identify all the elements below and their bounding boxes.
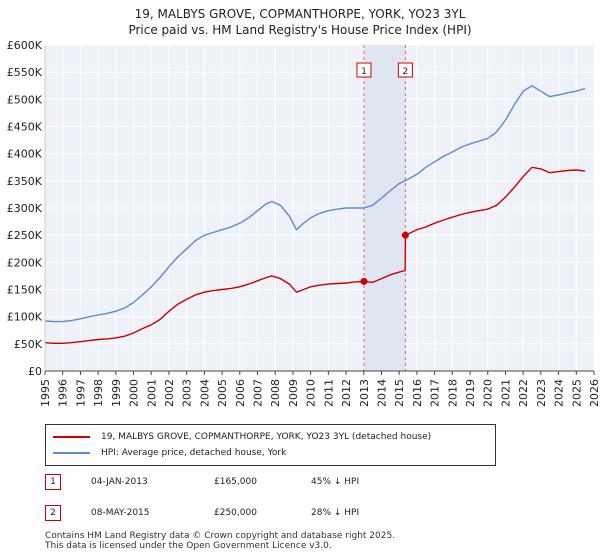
- y-tick-label: £150K: [7, 284, 43, 297]
- x-tick-label: 2005: [216, 379, 229, 407]
- x-tick-label: 2011: [322, 379, 335, 407]
- sale-point: [401, 231, 409, 239]
- legend-swatch-hpi: [53, 452, 90, 454]
- x-tick-label: 2001: [145, 379, 158, 407]
- y-tick-label: £200K: [7, 256, 43, 269]
- x-tick-label: 2000: [128, 379, 141, 407]
- x-tick-label: 2008: [269, 379, 282, 407]
- x-tick-label: 1998: [92, 379, 105, 407]
- x-tick-label: 1999: [110, 379, 123, 407]
- transaction-number-badge: 2: [45, 505, 61, 521]
- x-tick-label: 2021: [499, 379, 512, 407]
- table-row: 1 04-JAN-2013 £165,000 45% ↓ HPI: [45, 474, 465, 492]
- y-tick-label: £300K: [7, 202, 43, 215]
- sale-marker-box: [397, 62, 413, 78]
- x-tick-label: 2004: [198, 379, 211, 407]
- transaction-price: £250,000: [214, 508, 257, 518]
- x-tick-label: 2012: [340, 379, 353, 407]
- x-tick-label: 2009: [287, 379, 300, 407]
- transaction-number-badge: 1: [45, 474, 61, 490]
- x-tick-label: 2017: [429, 379, 442, 407]
- transaction-date: 04-JAN-2013: [91, 477, 148, 487]
- legend-swatch-property: [53, 436, 90, 438]
- legend-label-hpi: HPI: Average price, detached house, York: [101, 448, 287, 458]
- sale-point: [360, 277, 368, 285]
- sale-period-band: [363, 45, 406, 371]
- y-tick-label: £550K: [7, 66, 43, 79]
- legend-label-property: 19, MALBYS GROVE, COPMANTHORPE, YORK, YO…: [101, 432, 432, 442]
- chart-legend: 19, MALBYS GROVE, COPMANTHORPE, YORK, YO…: [45, 424, 496, 466]
- sale-marker-label: 1: [361, 67, 367, 77]
- x-tick-label: 2002: [163, 379, 176, 407]
- transaction-price: £165,000: [214, 477, 257, 487]
- x-tick-label: 2007: [252, 379, 265, 407]
- x-tick-label: 2018: [446, 379, 459, 407]
- x-tick-label: 1995: [39, 379, 52, 407]
- x-tick-label: 2019: [464, 379, 477, 407]
- x-tick-label: 2003: [181, 379, 194, 407]
- x-tick-label: 2013: [358, 379, 371, 407]
- footer-line-copyright: Contains HM Land Registry data © Crown c…: [45, 531, 396, 541]
- legend-item-property: 19, MALBYS GROVE, COPMANTHORPE, YORK, YO…: [53, 430, 431, 444]
- y-tick-label: £0: [28, 365, 42, 378]
- x-tick-label: 2024: [553, 379, 566, 407]
- legend-item-hpi: HPI: Average price, detached house, York: [53, 446, 286, 460]
- x-tick-label: 2025: [570, 379, 583, 407]
- x-tick-label: 2015: [393, 379, 406, 407]
- chart-subtitle: Price paid vs. HM Land Registry's House …: [128, 23, 472, 37]
- y-tick-label: £400K: [7, 148, 43, 161]
- x-tick-label: 1996: [57, 379, 70, 407]
- y-tick-label: £50K: [14, 338, 43, 351]
- sale-marker-label: 2: [403, 67, 409, 77]
- x-tick-label: 1997: [74, 379, 87, 407]
- x-tick-label: 2006: [234, 379, 247, 407]
- table-row: 2 08-MAY-2015 £250,000 28% ↓ HPI: [45, 505, 465, 523]
- chart-title: 19, MALBYS GROVE, COPMANTHORPE, YORK, YO…: [134, 7, 466, 21]
- price-chart: 1 2 £0 £50K £100K £150K £200K £250K £300K £350K £…: [7, 39, 600, 407]
- y-tick-label: £250K: [7, 229, 43, 242]
- y-tick-label: £350K: [7, 175, 43, 188]
- x-tick-label: 2016: [411, 379, 424, 407]
- transaction-hpi-diff: 28% ↓ HPI: [311, 508, 360, 518]
- y-tick-label: £500K: [7, 93, 43, 106]
- transaction-date: 08-MAY-2015: [91, 508, 150, 518]
- x-tick-label: 2014: [375, 379, 388, 407]
- property-price-line: [44, 166, 586, 344]
- x-tick-label: 2010: [305, 379, 318, 407]
- x-tick-label: 2023: [535, 379, 548, 407]
- y-tick-label: £450K: [7, 121, 43, 134]
- sale-marker-box: [356, 62, 372, 78]
- transaction-hpi-diff: 45% ↓ HPI: [311, 477, 360, 487]
- x-tick-label: 2022: [517, 379, 530, 407]
- y-tick-label: £100K: [7, 311, 43, 324]
- footer-attribution: Contains HM Land Registry data © Crown c…: [45, 531, 395, 551]
- x-tick-label: 2026: [588, 379, 600, 407]
- chart-title-block: 19, MALBYS GROVE, COPMANTHORPE, YORK, YO…: [0, 6, 600, 38]
- hpi-line: [44, 85, 586, 323]
- footer-line-licence: This data is licensed under the Open Gov…: [45, 541, 332, 551]
- y-tick-label: £600K: [7, 39, 43, 52]
- x-tick-label: 2020: [482, 379, 495, 407]
